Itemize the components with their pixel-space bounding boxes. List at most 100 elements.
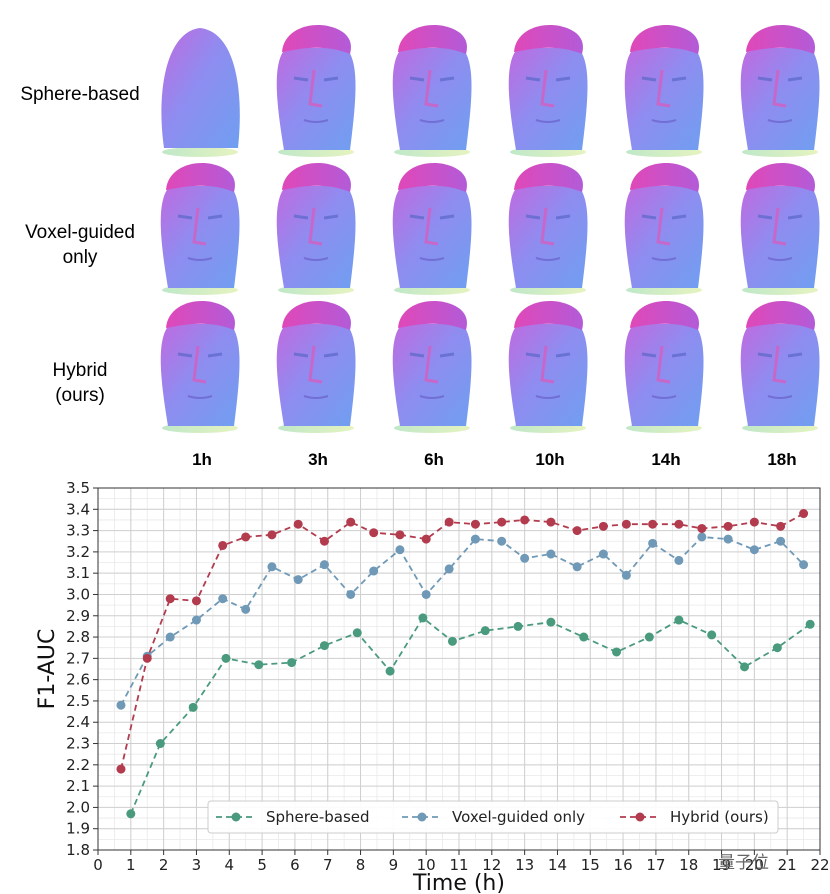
data-point	[749, 517, 759, 527]
column-label-6h: 6h	[424, 450, 444, 469]
data-point	[749, 545, 759, 555]
series-voxel-guided-only	[116, 532, 809, 710]
data-point	[116, 700, 126, 710]
x-tick-label: 12	[482, 856, 501, 874]
legend-label: Voxel-guided only	[452, 808, 585, 826]
data-point	[740, 662, 750, 672]
data-point	[546, 617, 556, 627]
series-line	[129, 616, 811, 815]
data-point	[218, 540, 228, 550]
data-point	[319, 641, 329, 651]
x-tick-label: 15	[581, 856, 600, 874]
x-tick-label: 22	[810, 856, 829, 874]
data-point	[776, 536, 786, 546]
head-thumbnail	[508, 301, 588, 433]
data-point	[165, 632, 175, 642]
data-point	[621, 570, 631, 580]
x-tick-label: 8	[356, 856, 366, 874]
head-thumbnail	[392, 25, 472, 157]
head-thumbnail	[392, 163, 472, 295]
data-point	[191, 615, 201, 625]
data-point	[155, 739, 165, 749]
row-label-voxel-guided: Voxel-guided only	[0, 220, 160, 270]
head-thumbnail	[624, 25, 704, 157]
x-tick-label: 11	[449, 856, 468, 874]
data-point	[421, 534, 431, 544]
data-point	[497, 517, 507, 527]
data-point	[572, 526, 582, 536]
row-label-line: Sphere-based	[20, 84, 140, 105]
data-point	[165, 594, 175, 604]
data-point	[674, 555, 684, 565]
y-tick-label: 2.0	[66, 798, 90, 816]
data-point	[520, 553, 530, 563]
y-tick-label: 3.3	[66, 522, 90, 540]
data-point	[674, 615, 684, 625]
data-point	[346, 589, 356, 599]
data-point	[447, 636, 457, 646]
data-point	[799, 560, 809, 570]
x-tick-label: 6	[290, 856, 300, 874]
data-point	[546, 517, 556, 527]
head-thumbnail	[392, 301, 472, 433]
y-tick-label: 1.9	[66, 820, 90, 838]
y-tick-label: 2.6	[66, 671, 90, 689]
data-point	[369, 566, 379, 576]
y-tick-label: 3.2	[66, 543, 90, 561]
y-axis-ticks: 1.8 1.9 2.0 2.1 2.2 2.3 2.4 2.5 2.6 2.7 2.8 2.9 3.0 3…	[66, 479, 98, 859]
y-tick-label: 2.9	[66, 607, 90, 625]
head-thumbnail	[276, 301, 356, 433]
x-tick-label: 19	[712, 856, 731, 874]
data-point	[444, 564, 454, 574]
data-point	[707, 630, 717, 640]
row-label-line: Hybrid	[52, 360, 108, 381]
x-tick-label: 1	[126, 856, 136, 874]
data-point	[644, 632, 654, 642]
head-thumbnail	[624, 301, 704, 433]
data-point	[674, 519, 684, 529]
row-label-line: only	[62, 247, 98, 268]
data-point	[221, 653, 231, 663]
series-line	[120, 536, 805, 706]
y-tick-label: 2.8	[66, 628, 90, 646]
head-thumbnail	[276, 163, 356, 295]
data-point	[267, 562, 277, 572]
y-tick-label: 3.0	[66, 585, 90, 603]
data-point	[723, 534, 733, 544]
column-label-10h: 10h	[535, 450, 565, 469]
x-tick-label: 7	[323, 856, 333, 874]
head-thumbnail	[740, 25, 820, 157]
f1-auc-line-chart: 0 1 2 3 4 5 6 7 8 9 10 11 12 13 14 15 16 17 18 19 20 21 22 1.8…	[35, 479, 830, 894]
data-point	[648, 519, 658, 529]
row-label-line: (ours)	[55, 385, 105, 406]
data-point	[191, 596, 201, 606]
x-tick-label: 21	[778, 856, 797, 874]
data-point	[776, 521, 786, 531]
legend-item: Hybrid (ours)	[620, 808, 769, 826]
column-label-3h: 3h	[308, 450, 328, 469]
data-point	[723, 521, 733, 531]
x-axis-title: Time (h)	[412, 871, 505, 894]
y-tick-label: 1.8	[66, 841, 90, 859]
y-tick-label: 3.4	[66, 500, 90, 518]
chart-legend: Sphere-based Voxel-guided only Hybrid (our…	[207, 800, 779, 834]
data-point	[142, 653, 152, 663]
data-point	[319, 560, 329, 570]
x-tick-label: 5	[257, 856, 267, 874]
data-point	[287, 658, 297, 668]
data-point	[598, 549, 608, 559]
data-point	[579, 632, 589, 642]
series-hybrid-ours	[116, 509, 809, 774]
head-thumbnail	[160, 163, 240, 295]
legend-item: Voxel-guided only	[402, 808, 585, 826]
x-tick-label: 16	[614, 856, 633, 874]
head-thumbnail	[508, 25, 588, 157]
data-point	[772, 643, 782, 653]
x-tick-label: 3	[192, 856, 202, 874]
data-point	[293, 575, 303, 585]
data-point	[572, 562, 582, 572]
data-point	[395, 530, 405, 540]
y-axis-title: F1-AUC	[35, 629, 60, 710]
x-tick-label: 9	[389, 856, 399, 874]
head-thumbnail	[276, 25, 356, 157]
